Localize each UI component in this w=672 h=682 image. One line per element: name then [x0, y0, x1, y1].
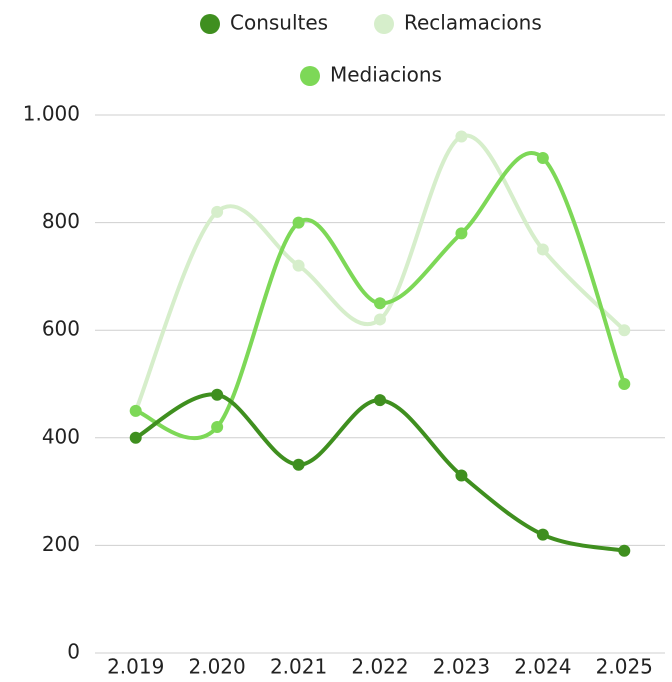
data-point: [618, 544, 631, 557]
data-point: [292, 259, 305, 272]
legend-label: Mediacions: [330, 63, 442, 87]
data-point: [211, 421, 224, 434]
legend-marker: [200, 14, 220, 34]
y-tick-label: 0: [67, 640, 80, 664]
y-tick-label: 400: [42, 424, 80, 448]
data-point: [129, 404, 142, 417]
y-tick-label: 1.000: [23, 102, 80, 126]
data-point: [211, 205, 224, 218]
data-point: [536, 152, 549, 165]
data-point: [292, 458, 305, 471]
x-tick-label: 2.022: [351, 655, 408, 679]
data-point: [455, 227, 468, 240]
x-tick-label: 2.019: [107, 655, 164, 679]
x-tick-label: 2.020: [189, 655, 246, 679]
data-point: [455, 130, 468, 143]
x-tick-label: 2.021: [270, 655, 327, 679]
legend-label: Reclamacions: [404, 11, 542, 35]
x-tick-label: 2.025: [596, 655, 653, 679]
x-tick-label: 2.023: [433, 655, 490, 679]
data-point: [618, 324, 631, 337]
data-point: [211, 388, 224, 401]
data-point: [374, 297, 386, 310]
data-point: [618, 378, 631, 390]
series-line: [134, 392, 625, 553]
legend-label: Consultes: [230, 11, 328, 35]
data-point: [455, 469, 468, 482]
data-point: [374, 394, 386, 407]
data-point: [536, 528, 549, 541]
x-tick-label: 2.024: [514, 655, 571, 679]
y-tick-label: 800: [42, 209, 80, 233]
data-point: [292, 216, 305, 229]
legend-marker: [374, 14, 394, 34]
series-line: [133, 133, 626, 412]
y-tick-label: 200: [42, 532, 80, 556]
data-point: [536, 243, 549, 256]
y-tick-label: 600: [42, 317, 80, 341]
data-point: [129, 431, 142, 444]
legend-marker: [300, 66, 320, 86]
data-point: [374, 313, 386, 326]
